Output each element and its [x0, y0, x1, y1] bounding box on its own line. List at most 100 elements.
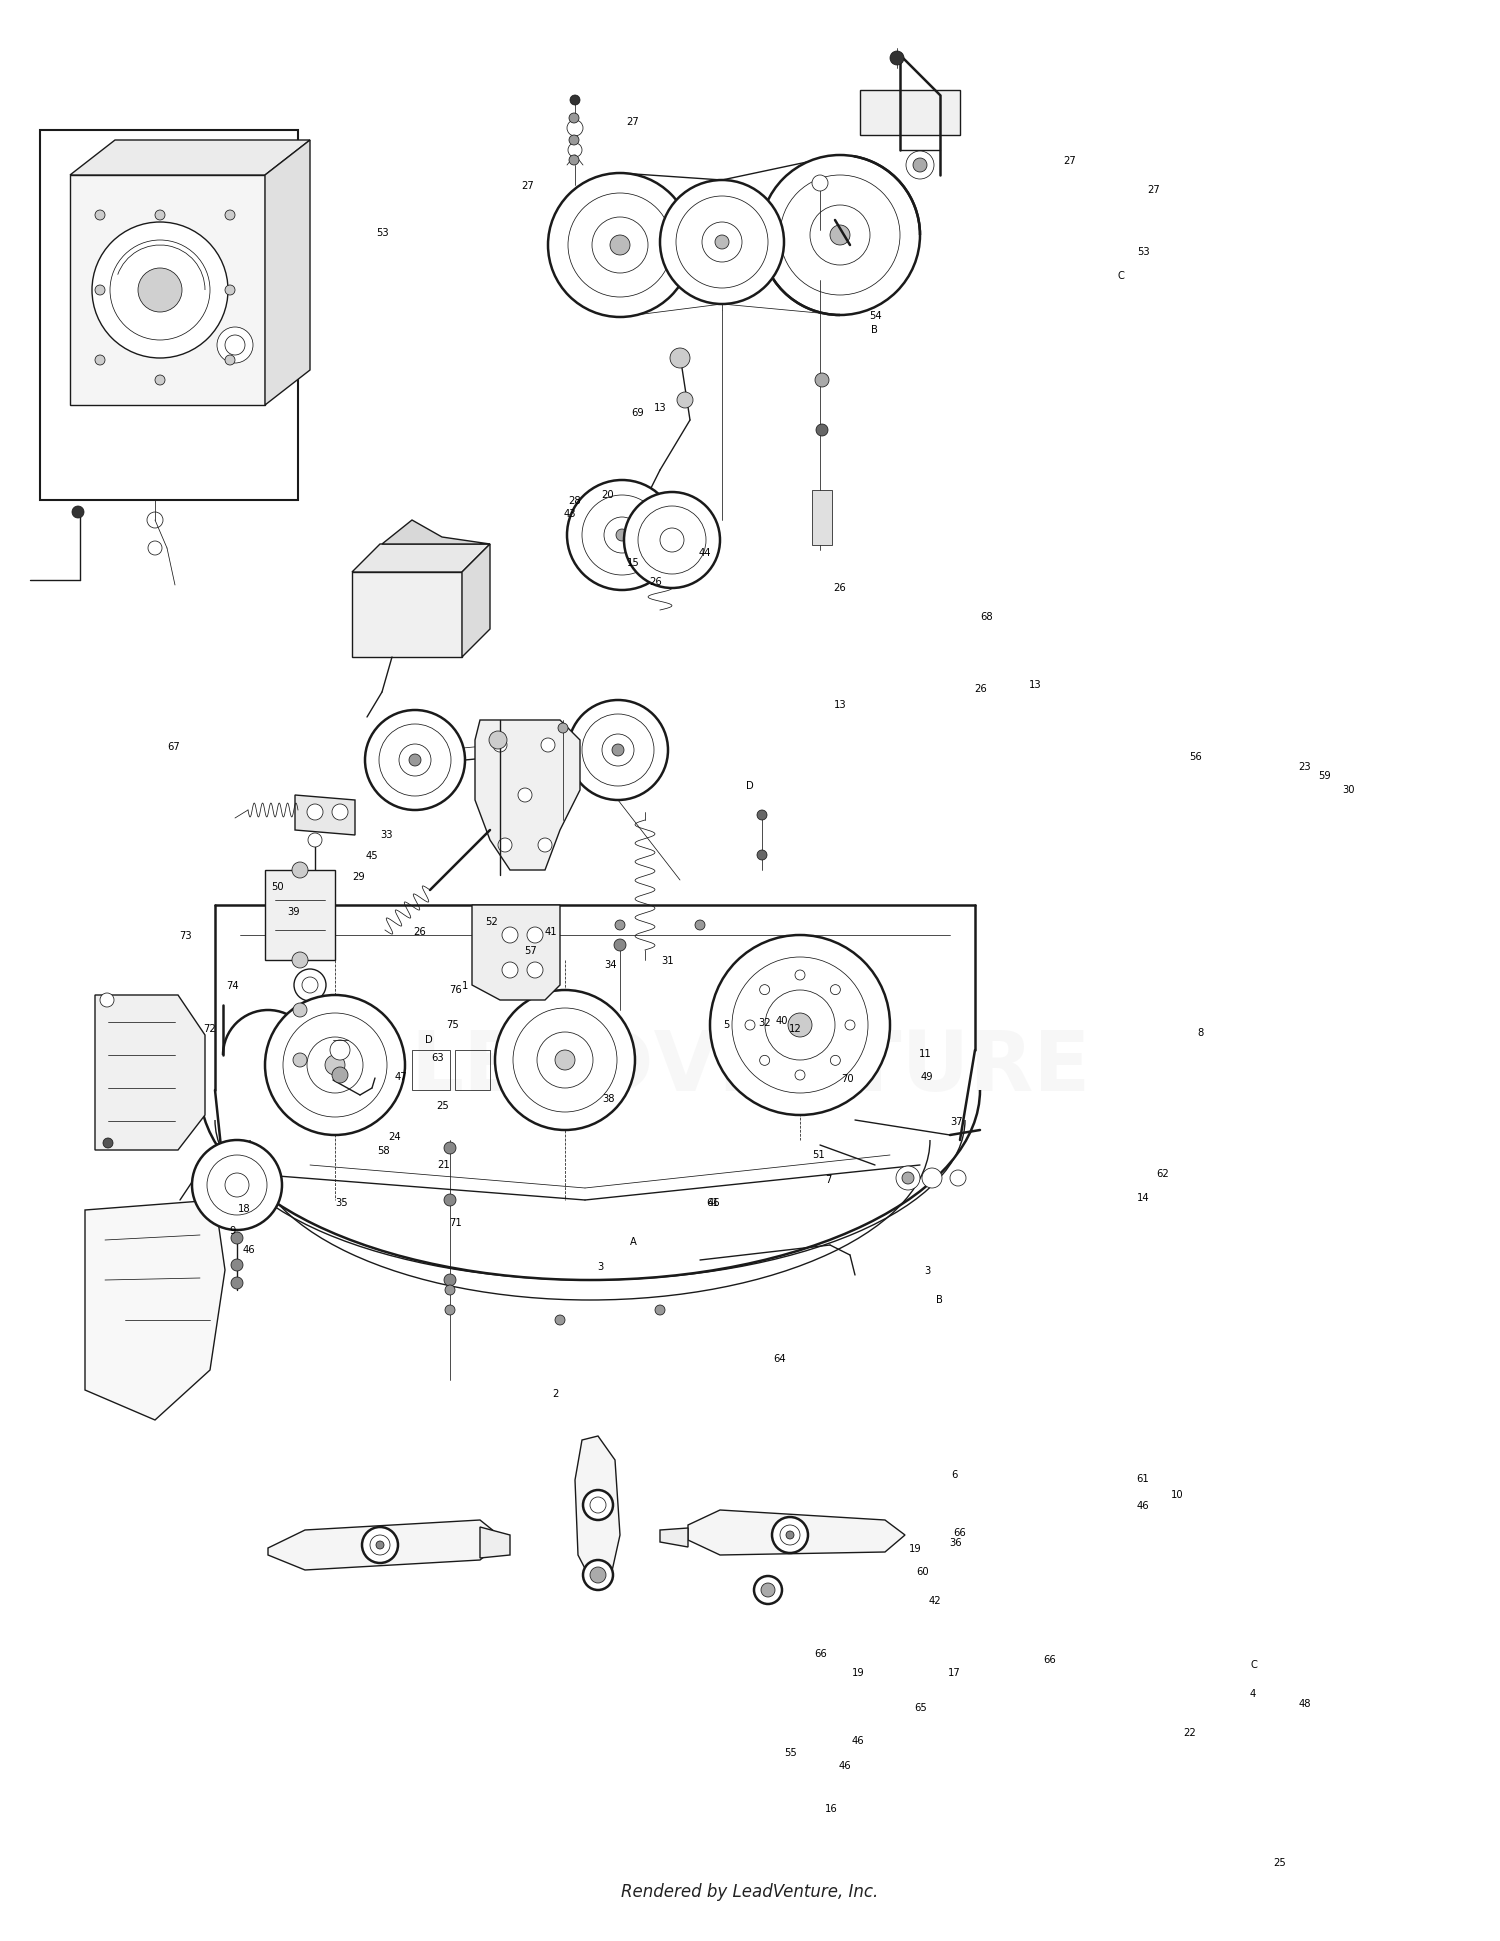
Circle shape — [582, 714, 654, 786]
Text: 57: 57 — [525, 945, 537, 957]
Circle shape — [558, 722, 568, 734]
Circle shape — [503, 928, 518, 943]
Text: 19: 19 — [852, 1667, 864, 1679]
Text: 21: 21 — [438, 1159, 450, 1170]
Text: 51: 51 — [813, 1149, 825, 1161]
Circle shape — [192, 1139, 282, 1231]
Text: 30: 30 — [1342, 784, 1354, 796]
Circle shape — [495, 990, 634, 1130]
Polygon shape — [268, 1520, 506, 1570]
Text: 69: 69 — [632, 408, 644, 419]
Circle shape — [584, 1561, 614, 1590]
Text: 27: 27 — [522, 181, 534, 192]
Circle shape — [568, 144, 582, 157]
Text: C: C — [1251, 1660, 1257, 1671]
Polygon shape — [660, 1528, 688, 1547]
Circle shape — [615, 920, 626, 930]
Text: 1: 1 — [462, 980, 468, 992]
Circle shape — [225, 1172, 249, 1198]
Text: 65: 65 — [915, 1702, 927, 1714]
Text: 17: 17 — [948, 1667, 960, 1679]
Text: 68: 68 — [981, 611, 993, 623]
Circle shape — [518, 788, 532, 802]
Polygon shape — [382, 520, 490, 543]
Text: 53: 53 — [1137, 247, 1149, 258]
Polygon shape — [462, 543, 490, 656]
Circle shape — [676, 196, 768, 287]
Circle shape — [914, 157, 927, 173]
Text: C: C — [1118, 270, 1124, 281]
Text: 2: 2 — [552, 1388, 558, 1399]
Text: 18: 18 — [238, 1203, 250, 1215]
Circle shape — [624, 491, 720, 588]
Text: 35: 35 — [336, 1198, 348, 1209]
Circle shape — [786, 1531, 794, 1539]
Text: 58: 58 — [378, 1145, 390, 1157]
Text: 66: 66 — [815, 1648, 827, 1660]
Polygon shape — [70, 140, 310, 175]
Circle shape — [754, 1576, 782, 1603]
Circle shape — [364, 710, 465, 809]
Circle shape — [780, 175, 900, 295]
Circle shape — [670, 347, 690, 369]
Text: 47: 47 — [394, 1071, 406, 1083]
Text: D: D — [424, 1035, 433, 1046]
Text: 48: 48 — [1299, 1698, 1311, 1710]
Text: 74: 74 — [226, 980, 238, 992]
Text: 67: 67 — [168, 741, 180, 753]
Text: 72: 72 — [204, 1023, 216, 1035]
Polygon shape — [859, 89, 960, 136]
Circle shape — [815, 373, 830, 386]
Circle shape — [100, 994, 114, 1007]
Circle shape — [612, 743, 624, 755]
Circle shape — [526, 928, 543, 943]
Text: 54: 54 — [870, 311, 882, 322]
Circle shape — [831, 1056, 840, 1066]
Circle shape — [446, 1304, 454, 1314]
Circle shape — [765, 990, 836, 1060]
Text: 26: 26 — [975, 683, 987, 695]
Circle shape — [759, 1056, 770, 1066]
Circle shape — [592, 217, 648, 274]
Text: 34: 34 — [604, 959, 616, 970]
Circle shape — [831, 984, 840, 994]
Text: 11: 11 — [920, 1048, 932, 1060]
Circle shape — [812, 175, 828, 190]
Circle shape — [830, 225, 850, 245]
Text: 59: 59 — [1318, 771, 1330, 782]
Text: D: D — [746, 780, 754, 792]
Text: 62: 62 — [1156, 1168, 1168, 1180]
Circle shape — [568, 136, 579, 146]
Circle shape — [570, 95, 580, 105]
Circle shape — [308, 833, 322, 846]
Bar — [40, 130, 298, 501]
Text: 26: 26 — [650, 576, 662, 588]
Circle shape — [660, 528, 684, 551]
Circle shape — [760, 1584, 776, 1597]
Circle shape — [94, 355, 105, 365]
Polygon shape — [476, 720, 580, 870]
Circle shape — [308, 1036, 363, 1093]
Text: A: A — [630, 1236, 636, 1248]
Text: 56: 56 — [1190, 751, 1202, 763]
Text: 66: 66 — [1044, 1654, 1056, 1665]
Circle shape — [567, 479, 676, 590]
Circle shape — [616, 530, 628, 542]
Text: 24: 24 — [388, 1132, 400, 1143]
Text: 25: 25 — [1274, 1858, 1286, 1869]
Circle shape — [568, 192, 672, 297]
Circle shape — [444, 1141, 456, 1155]
Circle shape — [610, 235, 630, 254]
Circle shape — [444, 1194, 456, 1205]
Polygon shape — [94, 996, 206, 1149]
Circle shape — [716, 235, 729, 248]
Circle shape — [207, 1155, 267, 1215]
Circle shape — [332, 804, 348, 819]
Circle shape — [795, 1069, 806, 1079]
Circle shape — [568, 701, 668, 800]
Circle shape — [147, 512, 164, 528]
Circle shape — [231, 1260, 243, 1271]
Circle shape — [758, 809, 766, 819]
Circle shape — [590, 1566, 606, 1584]
Polygon shape — [86, 1200, 225, 1421]
